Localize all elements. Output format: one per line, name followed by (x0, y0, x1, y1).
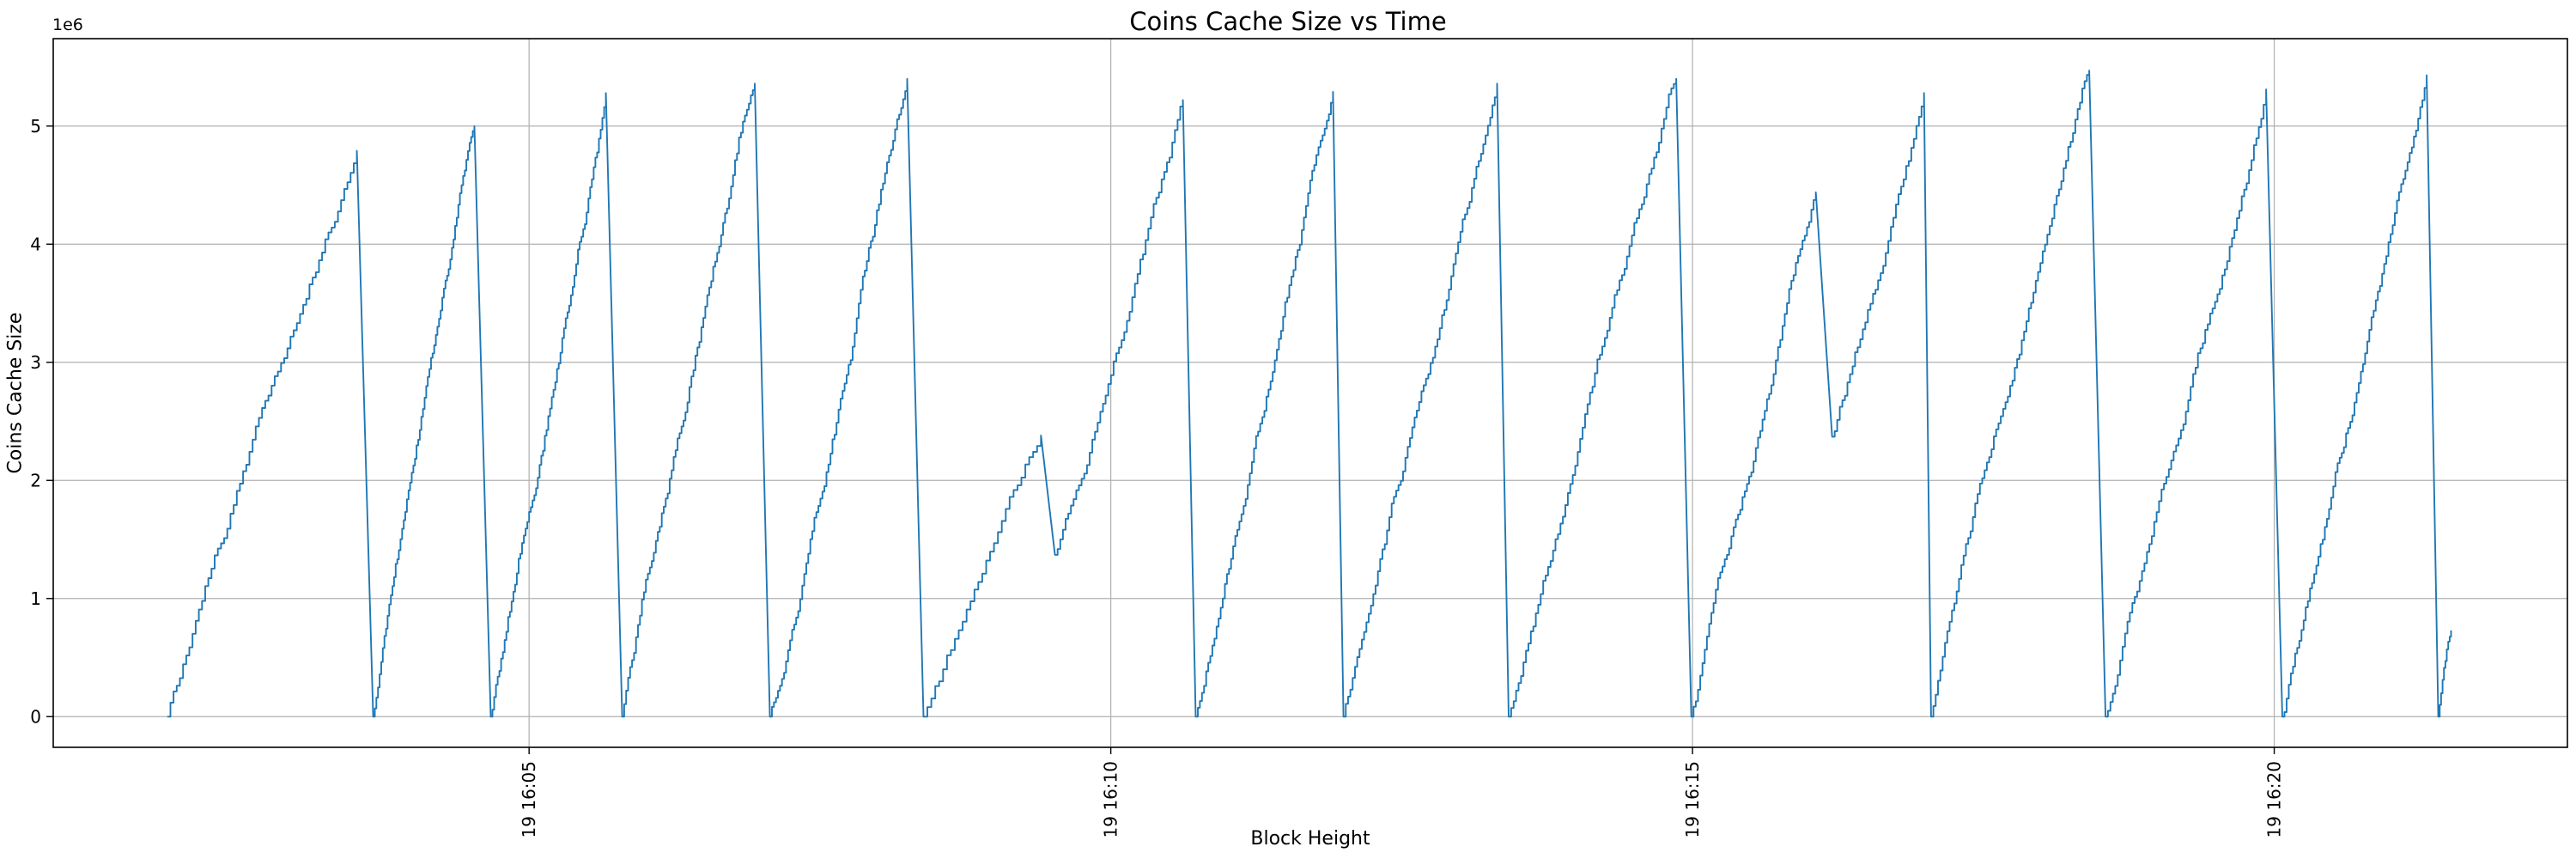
y-axis-label: Coins Cache Size (4, 312, 27, 474)
y-tick-label: 0 (30, 706, 41, 727)
x-tick-label: 19 16:05 (519, 761, 539, 838)
axes-box (52, 38, 2568, 748)
chart-title: Coins Cache Size vs Time (1129, 7, 1447, 36)
tick-marks (46, 125, 2275, 754)
tick-labels: 0 1 2 3 4 5 19 16:05 19 16:10 19 16:15 19 16:20 (30, 116, 2284, 838)
gridlines (53, 39, 2567, 747)
y-tick-label: 1 (30, 588, 41, 609)
y-tick-label: 5 (30, 116, 41, 137)
x-axis-label: Block Height (1250, 828, 1370, 850)
series-line (167, 70, 2452, 718)
x-tick-label: 19 16:10 (1101, 761, 1121, 838)
y-tick-label: 2 (30, 470, 41, 490)
x-tick-label: 19 16:15 (1682, 761, 1703, 838)
y-tick-label: 3 (30, 352, 41, 373)
x-tick-label: 19 16:20 (2264, 761, 2285, 838)
y-axis-offset-label: 1e6 (52, 15, 83, 34)
y-tick-label: 4 (30, 234, 41, 254)
